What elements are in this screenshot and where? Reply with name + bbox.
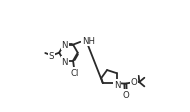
Text: O: O xyxy=(130,77,137,86)
Text: N: N xyxy=(62,57,68,66)
Text: NH: NH xyxy=(82,37,95,46)
Text: O: O xyxy=(122,90,129,99)
Text: N: N xyxy=(114,80,120,89)
Text: S: S xyxy=(49,52,54,60)
Text: Cl: Cl xyxy=(70,68,78,77)
Text: N: N xyxy=(62,40,68,49)
